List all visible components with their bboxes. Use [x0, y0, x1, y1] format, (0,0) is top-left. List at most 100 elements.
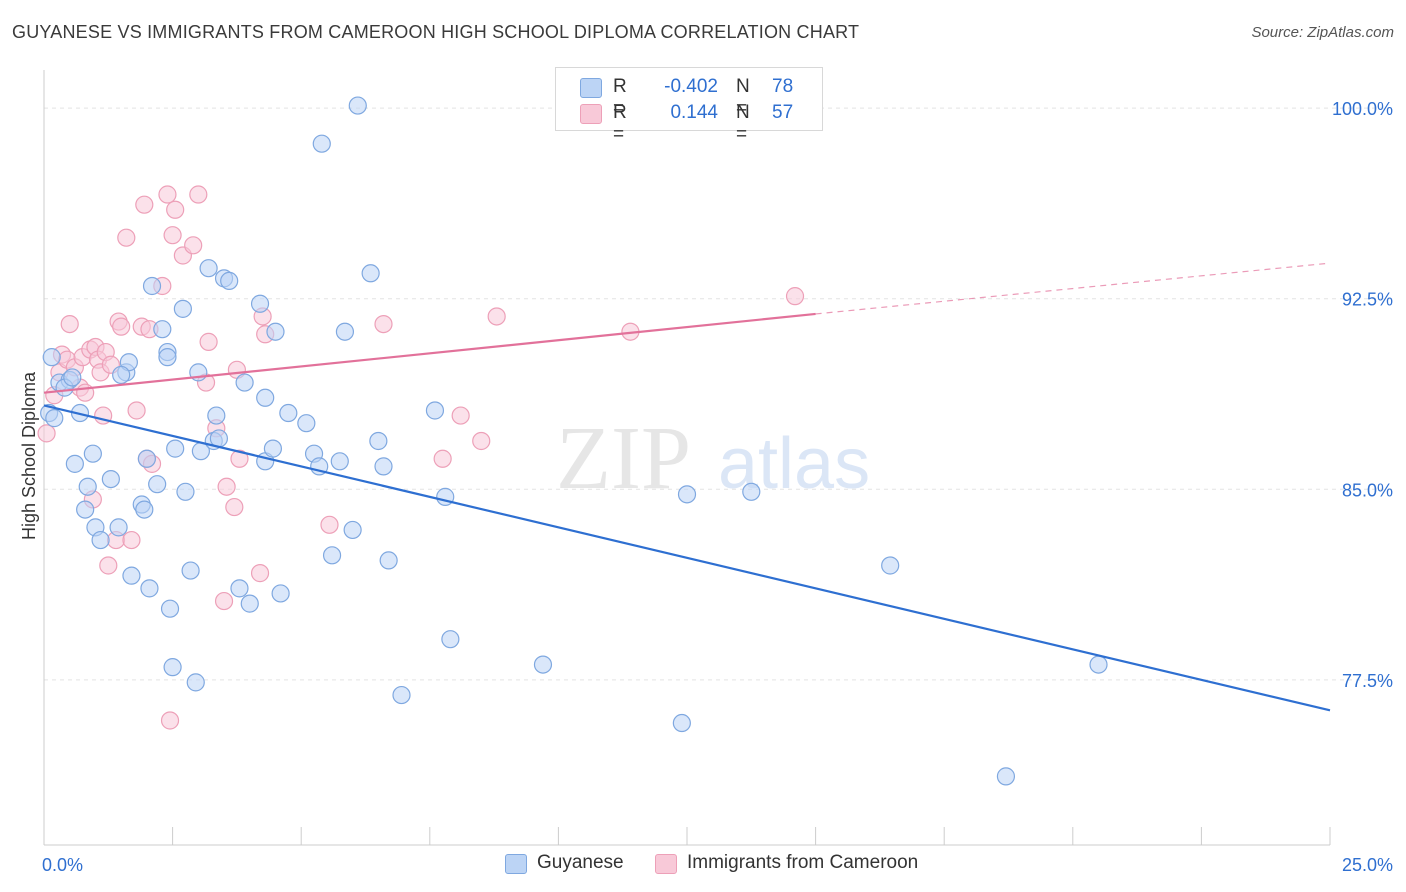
point-cameroon	[76, 383, 95, 402]
point-guyanese	[63, 368, 82, 387]
point-guyanese	[742, 482, 761, 501]
n-label: N =	[736, 102, 750, 145]
point-guyanese	[672, 713, 691, 733]
point-guyanese	[101, 469, 120, 489]
point-guyanese	[42, 348, 61, 367]
legend-swatch-guyanese	[505, 854, 527, 874]
point-guyanese	[163, 658, 182, 677]
n-value: 57	[772, 102, 794, 123]
point-cameroon	[112, 317, 131, 336]
point-cameroon	[135, 195, 154, 214]
point-cameroon	[117, 228, 136, 247]
point-cameroon	[785, 287, 805, 306]
point-guyanese	[140, 579, 159, 598]
series-cameroon-points	[37, 185, 805, 730]
point-guyanese	[142, 276, 162, 296]
point-cameroon	[189, 185, 208, 204]
y-tick-label: 100.0%	[1332, 99, 1393, 119]
point-guyanese	[1089, 655, 1108, 674]
point-guyanese	[266, 322, 285, 341]
legend-swatch-cameroon	[655, 854, 677, 874]
point-guyanese	[109, 518, 128, 537]
point-guyanese	[250, 294, 270, 313]
legend-label-cameroon: Immigrants from Cameroon	[687, 852, 919, 873]
point-guyanese	[91, 530, 110, 550]
point-guyanese	[153, 320, 172, 339]
trend-line-cameroon	[43, 312, 816, 394]
legend-label-guyanese: Guyanese	[537, 852, 624, 873]
point-guyanese	[996, 767, 1016, 786]
point-guyanese	[186, 673, 205, 692]
point-cameroon	[127, 401, 146, 420]
point-guyanese	[379, 551, 398, 570]
point-guyanese	[65, 454, 84, 473]
point-guyanese	[112, 365, 131, 385]
point-guyanese	[369, 431, 388, 451]
point-guyanese	[45, 409, 64, 428]
point-guyanese	[256, 388, 275, 407]
point-cameroon	[320, 515, 339, 534]
point-cameroon	[472, 431, 491, 451]
point-guyanese	[343, 520, 362, 540]
point-cameroon	[230, 449, 249, 468]
point-guyanese	[160, 599, 180, 618]
point-guyanese	[361, 264, 380, 283]
point-guyanese	[181, 561, 200, 580]
point-guyanese	[374, 457, 393, 476]
tick-labels: 77.5% 85.0% 92.5% 100.0% 0.0% 25.0%	[42, 99, 1393, 875]
n-label: N =	[736, 76, 750, 119]
chart-title: GUYANESE VS IMMIGRANTS FROM CAMEROON HIG…	[12, 22, 860, 42]
r-value: -0.402	[664, 76, 718, 97]
trend-lines	[43, 262, 1331, 712]
point-guyanese	[199, 259, 218, 278]
point-cameroon	[214, 591, 234, 611]
point-cameroon	[217, 477, 236, 496]
stats-legend: R = -0.402 N = 78 R = 0.144 N = 57	[555, 67, 823, 145]
watermark-atlas: atlas	[718, 424, 870, 504]
watermark-zip: ZIP	[556, 409, 691, 508]
point-cameroon	[37, 424, 56, 443]
point-guyanese	[392, 685, 411, 705]
point-guyanese	[122, 566, 141, 585]
point-guyanese	[78, 477, 97, 496]
series-guyanese-points	[40, 96, 1108, 786]
point-guyanese	[166, 439, 185, 458]
point-guyanese	[271, 584, 290, 603]
point-guyanese	[137, 449, 156, 468]
point-cameroon	[451, 406, 470, 425]
point-cameroon	[433, 449, 452, 468]
point-guyanese	[230, 579, 249, 598]
point-guyanese	[279, 403, 298, 423]
trend-line-guyanese	[43, 404, 1331, 712]
point-guyanese	[135, 500, 154, 519]
r-label: R =	[613, 76, 627, 119]
point-guyanese	[297, 414, 316, 433]
x-tick-label: 25.0%	[1342, 855, 1393, 875]
y-tick-label: 92.5%	[1342, 290, 1393, 310]
point-cameroon	[160, 711, 180, 730]
grid-lines	[44, 107, 1392, 681]
point-guyanese	[173, 299, 192, 318]
point-guyanese	[533, 655, 553, 674]
point-guyanese	[158, 348, 177, 367]
point-cameroon	[184, 236, 203, 255]
point-guyanese	[335, 322, 355, 341]
point-cameroon	[60, 314, 79, 334]
point-cameroon	[250, 564, 270, 583]
point-guyanese	[83, 444, 102, 463]
x-tick-label: 0.0%	[42, 855, 83, 875]
point-guyanese	[322, 546, 342, 565]
source-label: Source: ZipAtlas.com	[1251, 24, 1394, 41]
axes	[43, 70, 1331, 846]
point-guyanese	[148, 475, 167, 494]
point-cameroon	[122, 530, 141, 550]
point-guyanese	[176, 482, 195, 501]
r-label: R =	[613, 102, 627, 145]
point-cameroon	[487, 307, 506, 326]
n-value: 78	[772, 76, 794, 97]
point-cameroon	[166, 200, 185, 219]
point-guyanese	[330, 452, 349, 471]
y-tick-label: 77.5%	[1342, 671, 1393, 691]
point-guyanese	[425, 401, 445, 420]
